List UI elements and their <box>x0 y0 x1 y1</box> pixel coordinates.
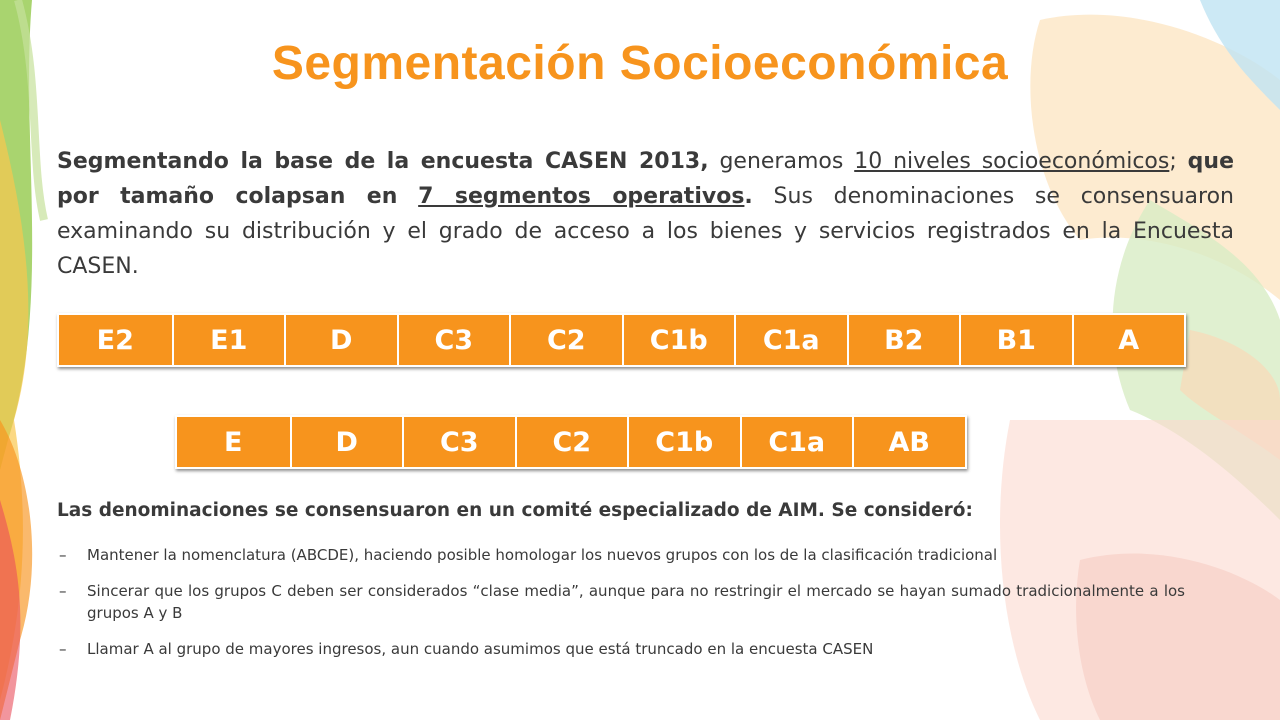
intro-text <box>397 184 418 209</box>
bullet-dash: – <box>59 640 67 658</box>
bullet-dash: – <box>59 582 67 600</box>
segments-table: E D C3 C2 C1b C1a AB <box>175 415 967 469</box>
intro-collapse-text: que por tamaño colapsan en <box>57 149 1234 209</box>
intro-paragraph: Segmentando la base de la encuesta CASEN… <box>57 144 1234 284</box>
intro-text: . <box>744 184 753 209</box>
list-item-text: Mantener la nomenclatura (ABCDE), hacien… <box>87 546 998 564</box>
intro-text: ; <box>1169 149 1188 174</box>
level-cell: E1 <box>171 315 284 365</box>
level-cell: C1b <box>621 315 734 365</box>
levels-table: E2 E1 D C3 C2 C1b C1a B2 B1 A <box>57 313 1186 367</box>
segment-cell: C1b <box>627 417 740 467</box>
list-item: – Llamar A al grupo de mayores ingresos, … <box>57 638 1185 660</box>
intro-closing: Sus denominaciones se consensuaron exami… <box>57 184 1234 279</box>
criteria-heading: Las denominaciones se consensuaron en un… <box>57 500 973 521</box>
criteria-list: – Mantener la nomenclatura (ABCDE), hacie… <box>57 544 1185 674</box>
level-cell: C1a <box>734 315 847 365</box>
level-cell: C3 <box>396 315 509 365</box>
segment-cell: C2 <box>514 417 627 467</box>
list-item: – Sincerar que los grupos C deben ser con… <box>57 580 1185 624</box>
list-item: – Mantener la nomenclatura (ABCDE), hacie… <box>57 544 1185 566</box>
segment-cell: D <box>289 417 402 467</box>
page-title: Segmentación Socioeconómica <box>271 37 1009 90</box>
intro-text: generamos <box>708 149 855 174</box>
segment-cell: E <box>177 417 290 467</box>
level-cell: C2 <box>509 315 622 365</box>
intro-lead: Segmentando la base de la encuesta CASEN… <box>57 149 709 174</box>
level-cell: E2 <box>59 315 172 365</box>
bullet-dash: – <box>59 546 67 564</box>
segment-cell: AB <box>852 417 965 467</box>
level-cell: B1 <box>959 315 1072 365</box>
intro-levels-highlight: 10 niveles socioeconómicos <box>854 149 1170 174</box>
segment-cell: C3 <box>402 417 515 467</box>
level-cell: D <box>284 315 397 365</box>
segment-cell: C1a <box>739 417 852 467</box>
level-cell: A <box>1071 315 1184 365</box>
level-cell: B2 <box>846 315 959 365</box>
intro-segments-highlight: 7 segmentos operativos <box>418 184 745 209</box>
list-item-text: Llamar A al grupo de mayores ingresos, a… <box>87 640 874 658</box>
list-item-text: Sincerar que los grupos C deben ser cons… <box>87 582 1185 622</box>
